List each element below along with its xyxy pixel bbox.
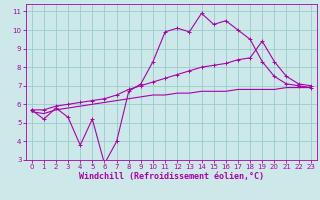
X-axis label: Windchill (Refroidissement éolien,°C): Windchill (Refroidissement éolien,°C) [79, 172, 264, 181]
